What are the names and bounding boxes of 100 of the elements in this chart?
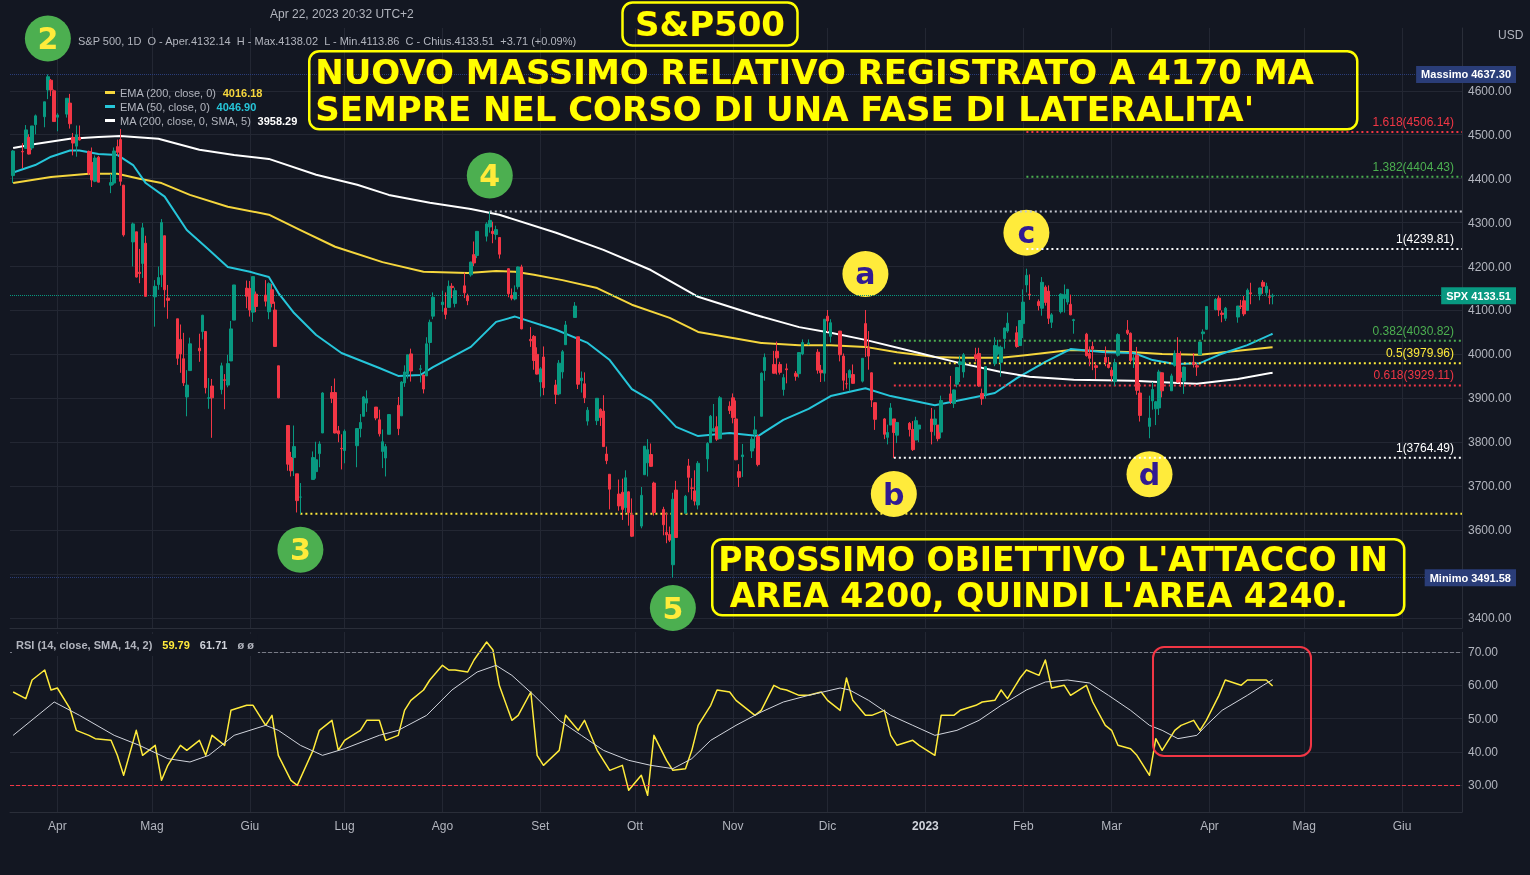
- candlestick: [829, 318, 832, 343]
- annotation: ø ø: [237, 639, 255, 651]
- candlestick: [201, 314, 204, 340]
- x-tick-label: Mag: [140, 819, 164, 833]
- candlestick: [573, 301, 577, 319]
- candlestick: [684, 494, 687, 514]
- y-tick-label: 40.00: [1468, 745, 1499, 759]
- candlestick: [936, 424, 940, 442]
- series-label: 0.618(3929.11): [1373, 368, 1454, 383]
- candlestick: [97, 155, 100, 183]
- candlestick: [652, 481, 656, 517]
- candlestick: [204, 331, 207, 394]
- y-axis-title: USD: [1498, 28, 1524, 42]
- candlestick: [295, 473, 299, 513]
- candlestick: [621, 478, 624, 521]
- annotation: 2: [37, 20, 59, 56]
- candlestick: [851, 363, 855, 385]
- x-tick-label: Dic: [818, 819, 837, 833]
- candlestick: [1132, 353, 1135, 369]
- series-label: 1(4239.81): [1395, 232, 1454, 247]
- candlestick: [646, 438, 649, 477]
- annotation: NUOVO MASSIMO RELATIVO REGISTRATO A 4170 MA SEMPRE NEL CORSO DI UNA FASE DI LATERALITA': [315, 51, 1326, 129]
- candlestick: [469, 261, 473, 278]
- candlestick: [930, 407, 933, 445]
- candlestick: [93, 154, 97, 183]
- candlestick: [807, 338, 810, 346]
- annotation: b: [883, 476, 905, 512]
- candlestick: [883, 417, 886, 440]
- ref-line-label: Minimo 3491.58: [1429, 571, 1511, 584]
- candlestick: [823, 318, 826, 383]
- candlestick: [602, 394, 605, 448]
- candlestick: [892, 418, 896, 459]
- annotation: a: [855, 256, 876, 292]
- candlestick: [210, 378, 214, 439]
- candlestick: [314, 441, 318, 480]
- ref-line-label: SPX 4133.51: [1446, 289, 1511, 302]
- candlestick: [498, 237, 501, 260]
- candlestick: [696, 460, 700, 510]
- y-tick-label: 70.00: [1468, 645, 1499, 659]
- y-tick-label: 4000.00: [1468, 347, 1512, 362]
- y-tick-label: 3800.00: [1468, 435, 1512, 450]
- candlestick: [640, 486, 643, 529]
- candlestick: [141, 222, 144, 279]
- y-tick-label: 4600.00: [1468, 83, 1512, 98]
- candlestick: [397, 396, 400, 436]
- legend-label: EMA (50, close, 0) 4046.90: [120, 100, 257, 113]
- candlestick: [75, 125, 78, 158]
- candlestick: [1205, 305, 1208, 331]
- candlestick: [564, 320, 567, 346]
- candlestick: [422, 374, 425, 394]
- line-series: [12, 135, 1274, 385]
- text: Apr 22, 2023 20:32 UTC+2: [270, 7, 415, 21]
- candlestick: [895, 421, 899, 444]
- candlestick: [554, 379, 558, 405]
- candlestick: [1028, 273, 1031, 301]
- candlestick: [419, 364, 422, 383]
- candlestick: [1063, 284, 1066, 314]
- candlestick: [409, 348, 413, 383]
- candlestick: [343, 428, 346, 464]
- candlestick: [775, 341, 779, 376]
- candlestick: [586, 406, 589, 427]
- candlestick: [1116, 332, 1120, 358]
- candlestick: [1113, 358, 1117, 387]
- candlestick: [782, 373, 785, 397]
- candlestick: [848, 368, 851, 392]
- candlestick: [741, 443, 744, 478]
- candlestick: [674, 480, 678, 539]
- candlestick: [46, 73, 50, 100]
- candlestick: [794, 370, 798, 382]
- series-label: 1.382(4404.43): [1372, 159, 1454, 174]
- candlestick: [43, 101, 46, 128]
- candlestick: [624, 469, 627, 513]
- y-tick-label: 30.00: [1468, 778, 1499, 793]
- candlestick: [962, 352, 965, 379]
- candlestick: [861, 357, 864, 383]
- annotation: 5: [662, 590, 684, 626]
- candlestick: [1104, 345, 1107, 367]
- candlestick: [292, 425, 296, 477]
- candlestick: [911, 420, 915, 452]
- annotation: 59.79: [162, 639, 190, 651]
- candlestick: [264, 279, 267, 307]
- candlestick: [1268, 288, 1271, 305]
- candlestick: [254, 291, 258, 313]
- candlestick: [693, 469, 697, 506]
- x-tick-label: Ago: [431, 819, 454, 833]
- candlestick: [494, 225, 498, 241]
- candlestick: [387, 413, 391, 435]
- x-tick-label: Apr: [1200, 819, 1219, 833]
- candlestick: [914, 416, 918, 441]
- candlestick: [299, 482, 302, 515]
- candlestick: [1170, 373, 1173, 392]
- annotation: PROSSIMO OBIETTIVO L'ATTACCO IN AREA 4200, QUINDI L'AREA 4240.: [718, 539, 1388, 615]
- candlestick: [1072, 318, 1075, 335]
- annotation: 61.71: [199, 639, 228, 651]
- candlestick: [539, 366, 542, 398]
- candlestick: [491, 221, 495, 244]
- y-tick-label: 3600.00: [1468, 523, 1512, 538]
- candlestick: [286, 425, 290, 472]
- y-tick-label: 3400.00: [1468, 610, 1512, 625]
- candlestick: [160, 218, 163, 288]
